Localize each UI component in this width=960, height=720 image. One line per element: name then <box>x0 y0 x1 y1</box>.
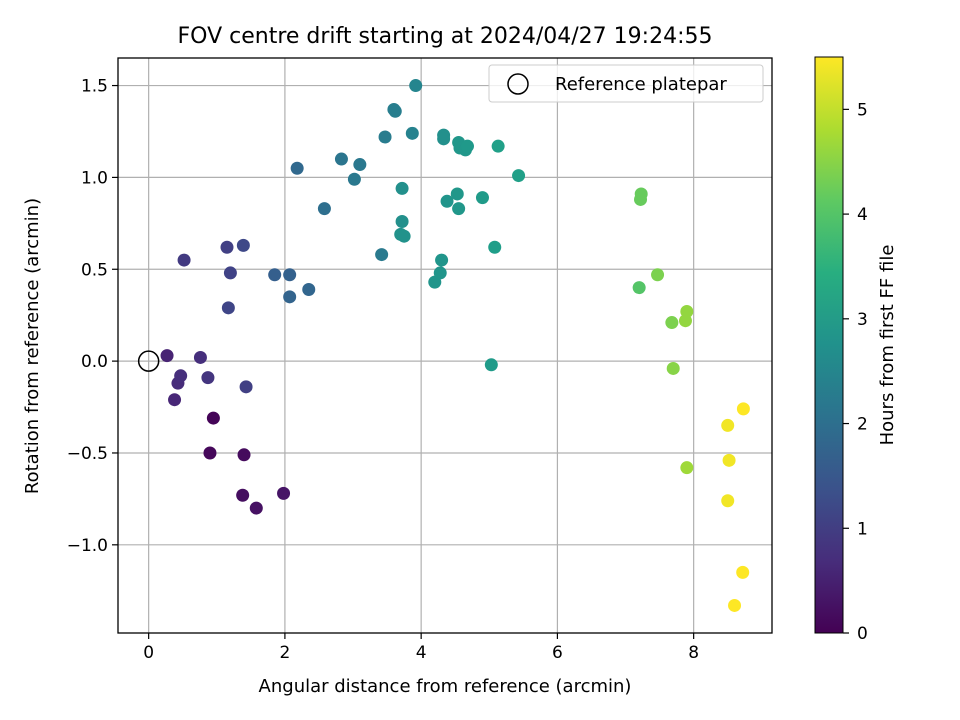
chart-title: FOV centre drift starting at 2024/04/27 … <box>178 24 713 49</box>
data-point <box>283 290 297 304</box>
colorbar-gradient <box>814 56 844 634</box>
legend-label: Reference platepar <box>555 74 727 95</box>
reference-platepar-marker <box>137 350 160 372</box>
data-point <box>433 266 447 280</box>
data-points <box>160 79 750 612</box>
data-point <box>353 158 367 172</box>
data-point <box>203 446 217 460</box>
data-point <box>317 202 331 216</box>
data-point <box>236 488 250 502</box>
data-point <box>249 501 263 515</box>
colorbar-ticks: 0 1 2 3 4 5 <box>843 100 868 644</box>
y-axis-label: Rotation from reference (arcmin) <box>22 198 43 494</box>
data-point <box>395 181 409 195</box>
data-point <box>302 282 316 296</box>
x-tick-label: 4 <box>416 643 427 663</box>
data-point <box>375 248 389 262</box>
data-point <box>405 126 419 140</box>
colorbar-tick-label: 5 <box>857 100 868 120</box>
data-point <box>347 172 361 186</box>
data-point <box>736 402 750 416</box>
data-point <box>237 448 251 462</box>
x-axis-ticks: 0 2 4 6 8 <box>143 633 699 663</box>
plot-frame <box>117 57 773 634</box>
data-point <box>634 187 648 201</box>
data-point <box>206 411 220 425</box>
data-point <box>160 349 174 363</box>
x-tick-label: 2 <box>279 643 290 663</box>
data-point <box>395 214 409 228</box>
data-point <box>201 371 215 385</box>
x-tick-label: 0 <box>143 643 154 663</box>
x-axis-label: Angular distance from reference (arcmin) <box>259 676 632 697</box>
data-point <box>450 187 464 201</box>
data-point <box>290 161 304 175</box>
data-point <box>728 598 742 612</box>
colorbar-tick-label: 1 <box>857 519 868 539</box>
data-point <box>722 453 736 467</box>
data-point <box>409 79 423 93</box>
legend-marker-icon <box>507 73 529 95</box>
data-point <box>666 361 680 375</box>
data-point <box>475 191 489 205</box>
colorbar-tick-label: 4 <box>857 205 868 225</box>
x-tick-label: 8 <box>688 643 699 663</box>
colorbar-tick-label: 3 <box>857 310 868 330</box>
data-point <box>460 139 474 153</box>
data-point <box>440 194 454 208</box>
y-tick-label: −1.0 <box>67 536 108 556</box>
data-point <box>512 169 526 183</box>
data-point <box>632 281 646 295</box>
data-point <box>388 104 402 118</box>
data-point <box>177 253 191 267</box>
data-point <box>239 380 253 394</box>
y-tick-label: −0.5 <box>67 444 108 464</box>
data-point <box>680 305 694 319</box>
data-point <box>452 202 466 216</box>
data-point <box>721 494 735 508</box>
data-point <box>484 358 498 372</box>
data-point <box>277 486 291 500</box>
data-point <box>397 229 411 243</box>
x-tick-label: 6 <box>552 643 563 663</box>
data-point <box>193 350 207 364</box>
data-point <box>283 268 297 282</box>
data-point <box>665 316 679 330</box>
data-point <box>220 240 234 254</box>
colorbar-tick-label: 2 <box>857 415 868 435</box>
data-point <box>488 240 502 254</box>
data-point <box>680 461 694 475</box>
y-tick-label: 1.5 <box>81 77 108 97</box>
data-point <box>378 130 392 144</box>
data-point <box>651 268 665 282</box>
plot-area: 0 2 4 6 8 −1.0 −0.5 0.0 0.5 1.0 1.5 <box>67 57 773 663</box>
data-point <box>223 266 237 280</box>
data-point <box>174 369 188 383</box>
y-tick-label: 0.5 <box>81 260 108 280</box>
legend: Reference platepar <box>488 64 764 103</box>
colorbar: 0 1 2 3 4 5 Hours from first FF file <box>814 56 898 644</box>
colorbar-label: Hours from first FF file <box>877 245 898 446</box>
y-tick-label: 0.0 <box>81 352 108 372</box>
data-point <box>334 152 348 166</box>
colorbar-tick-label: 0 <box>857 624 868 644</box>
data-point <box>168 393 182 407</box>
data-point <box>736 565 750 579</box>
y-axis-ticks: −1.0 −0.5 0.0 0.5 1.0 1.5 <box>67 77 118 556</box>
data-point <box>268 268 282 282</box>
data-point <box>437 132 451 146</box>
data-point <box>435 253 449 267</box>
data-point <box>236 238 250 252</box>
y-tick-label: 1.0 <box>81 168 108 188</box>
data-point <box>221 301 235 315</box>
legend-box <box>488 64 764 103</box>
data-point <box>491 139 505 153</box>
data-point <box>721 418 735 432</box>
